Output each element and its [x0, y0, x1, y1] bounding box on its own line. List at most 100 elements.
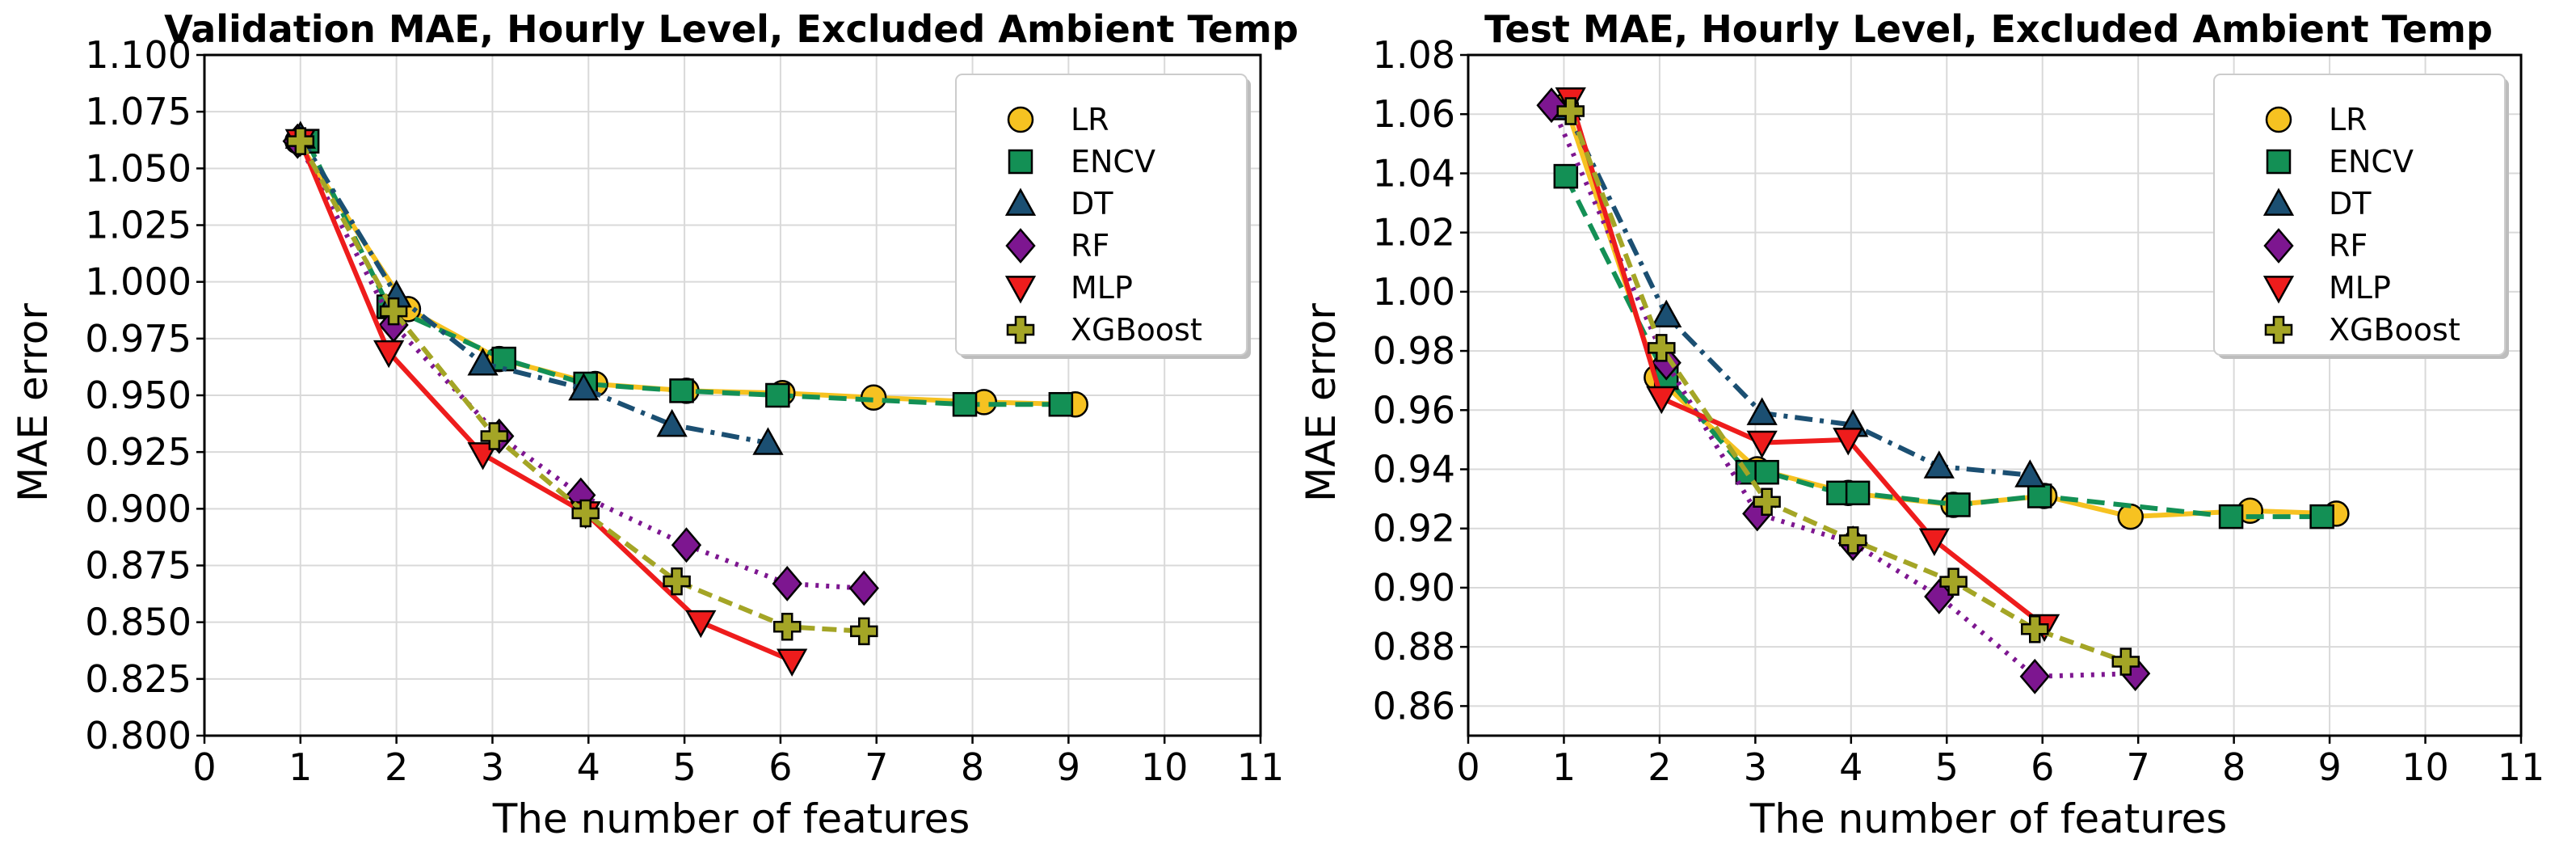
data-point	[2014, 459, 2046, 487]
series-xgboost	[286, 127, 878, 646]
data-point	[952, 391, 978, 417]
data-point	[777, 648, 808, 677]
x-tick-label: 8	[2222, 745, 2246, 789]
legend-item: MLP	[1004, 270, 1133, 306]
x-tick-label: 0	[1456, 745, 1480, 789]
series-mlp	[284, 129, 808, 677]
data-point	[1648, 334, 1676, 362]
data-point	[491, 346, 516, 372]
data-point	[669, 378, 694, 403]
validation-mae-chart: Validation MAE, Hourly Level, Excluded A…	[10, 7, 1299, 842]
data-point	[568, 373, 600, 401]
data-point	[2027, 483, 2052, 508]
x-tick-label: 4	[577, 745, 600, 789]
legend-marker	[2262, 276, 2295, 304]
axis-ticks: 0 1 2 3 4 5 6 7 8 9 10 11 0.800 0.825 0.850 0.875 0.900 0…	[85, 33, 1284, 789]
series-encv	[1553, 163, 2334, 530]
legend-label: XGBoost	[1071, 312, 1202, 348]
legend-marker	[1006, 315, 1035, 344]
legend: LR ENCV DT RF MLP XGBoost	[2213, 74, 2509, 359]
data-point	[1048, 391, 1074, 417]
data-point	[467, 348, 499, 376]
data-point	[1838, 526, 1867, 555]
chart-title: Test MAE, Hourly Level, Excluded Ambient…	[1484, 7, 2493, 51]
data-point	[772, 613, 802, 641]
plot-frame	[1467, 53, 2523, 737]
data-point	[2111, 648, 2140, 676]
series-line	[1549, 103, 2136, 679]
y-tick-label: 0.92	[1373, 507, 1455, 551]
series-line	[298, 140, 793, 664]
series-xgboost	[1556, 97, 2140, 676]
legend-marker	[1005, 228, 1036, 264]
x-tick-label: 2	[1648, 745, 1671, 789]
data-point	[765, 382, 790, 408]
legend-item: DT	[2262, 186, 2372, 222]
legend-label: ENCV	[2329, 144, 2414, 179]
data-point	[752, 427, 784, 455]
data-point	[1939, 568, 1968, 596]
data-point	[379, 297, 408, 326]
legend-item: ENCV	[2266, 144, 2414, 179]
legend: LR ENCV DT RF MLP XGBoost	[955, 74, 1251, 359]
data-point	[772, 566, 802, 601]
legend-label: LR	[1071, 102, 1109, 137]
legend-label: MLP	[1071, 270, 1133, 306]
data-point	[1923, 450, 1955, 479]
y-tick-label: 1.08	[1373, 33, 1455, 77]
y-tick-label: 1.04	[1373, 151, 1455, 195]
legend-item: RF	[2263, 228, 2368, 264]
y-tick-label: 0.875	[85, 544, 192, 588]
data-point	[1754, 459, 1779, 485]
data-point	[1646, 386, 1677, 415]
data-point	[2019, 658, 2050, 694]
y-tick-label: 1.06	[1373, 92, 1455, 136]
x-tick-label: 2	[385, 745, 408, 789]
legend-label: LR	[2329, 102, 2368, 137]
legend-marker	[1004, 276, 1037, 304]
y-tick-label: 0.900	[85, 487, 192, 530]
legend-label: DT	[2329, 186, 2372, 222]
data-point	[1556, 97, 1585, 125]
x-tick-label: 3	[1744, 745, 1767, 789]
y-tick-label: 0.850	[85, 601, 192, 644]
legend-label: XGBoost	[2329, 312, 2460, 348]
data-point	[663, 567, 691, 596]
x-tick-label: 1	[288, 745, 312, 789]
x-tick-label: 11	[2498, 745, 2545, 789]
series-rf	[282, 123, 879, 606]
x-tick-label: 7	[865, 745, 888, 789]
y-tick-label: 0.825	[85, 657, 192, 701]
data-point	[286, 127, 315, 155]
series-group	[282, 120, 1088, 677]
x-tick-label: 6	[2031, 745, 2054, 789]
x-tick-label: 9	[1057, 745, 1080, 789]
legend-marker	[2264, 315, 2293, 344]
x-tick-label: 0	[192, 745, 216, 789]
x-axis-label: The number of features	[1749, 795, 2228, 842]
plot-frame	[203, 53, 1262, 737]
legend-item: DT	[1004, 186, 1113, 222]
y-axis-label: MAE error	[1298, 303, 1345, 502]
legend-item: XGBoost	[2264, 312, 2460, 348]
x-axis-label: The number of features	[492, 795, 970, 842]
legend-marker	[1007, 106, 1034, 133]
y-tick-label: 1.050	[85, 146, 192, 190]
y-tick-label: 0.86	[1373, 684, 1455, 728]
data-point	[671, 527, 702, 563]
y-tick-label: 0.88	[1373, 625, 1455, 669]
y-tick-label: 1.100	[85, 33, 192, 77]
y-tick-label: 0.975	[85, 317, 192, 361]
data-point	[685, 610, 717, 639]
x-tick-label: 3	[481, 745, 504, 789]
data-point	[1553, 163, 1579, 189]
data-point	[1833, 428, 1864, 456]
x-tick-label: 10	[1141, 745, 1189, 789]
data-point	[1946, 492, 1971, 517]
y-tick-label: 0.98	[1373, 329, 1455, 373]
legend-item: ENCV	[1008, 144, 1155, 179]
y-tick-label: 0.94	[1373, 448, 1455, 492]
legend-marker	[2265, 106, 2292, 133]
chart-title: Validation MAE, Hourly Level, Excluded A…	[164, 7, 1299, 51]
legend-item: MLP	[2262, 270, 2391, 306]
